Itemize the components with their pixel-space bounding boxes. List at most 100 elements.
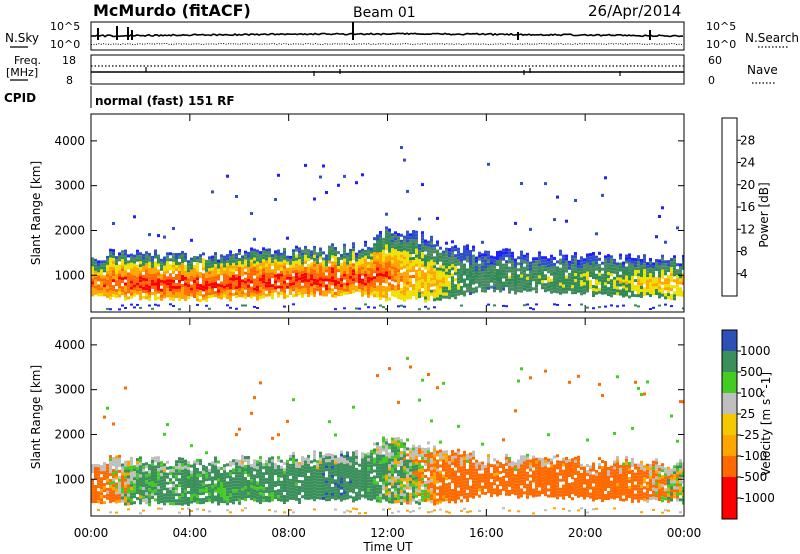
heatmap-cell (250, 411, 253, 415)
noise-left-label: N.Sky (5, 31, 39, 45)
heatmap-cell (421, 480, 424, 484)
heatmap-cell (484, 268, 487, 272)
heatmap-cell (340, 468, 343, 472)
heatmap-cell (214, 495, 217, 499)
heatmap-cell (493, 256, 496, 260)
heatmap-cell (436, 453, 439, 457)
heatmap-cell (226, 475, 229, 479)
heatmap-cell (598, 287, 601, 291)
heatmap-cell (520, 265, 523, 269)
heatmap-cell (217, 271, 220, 275)
heatmap-cell (307, 270, 310, 274)
heatmap-cell (469, 292, 472, 295)
heatmap-cell (370, 479, 373, 483)
heatmap-cell (481, 485, 484, 489)
heatmap-cell (598, 278, 601, 282)
heatmap-cell (310, 469, 313, 473)
heatmap-cell (160, 276, 163, 280)
heatmap-cell (97, 290, 100, 294)
heatmap-cell (370, 497, 373, 501)
heatmap-cell (367, 488, 370, 492)
heatmap-cell (451, 456, 454, 460)
heatmap-cell (283, 262, 286, 266)
heatmap-cell (370, 271, 373, 275)
heatmap-cell (349, 284, 352, 288)
heatmap-cell (187, 470, 190, 473)
heatmap-cell (331, 474, 334, 478)
heatmap-cell (679, 293, 682, 297)
heatmap-cell (442, 381, 445, 385)
heatmap-cell (373, 469, 376, 473)
heatmap-cell (385, 280, 388, 284)
heatmap-cell (478, 464, 481, 468)
heatmap-cell (238, 267, 241, 270)
heatmap-cell (412, 492, 415, 496)
heatmap-cell (253, 263, 256, 267)
heatmap-cell (244, 259, 247, 263)
heatmap-cell (292, 454, 295, 458)
heatmap-cell (601, 285, 604, 289)
heatmap-cell (319, 265, 322, 269)
heatmap-cell (121, 265, 124, 269)
heatmap-cell (376, 448, 379, 452)
heatmap-cell (349, 462, 352, 466)
heatmap-cell (322, 251, 325, 255)
heatmap-cell (409, 236, 412, 240)
heatmap-cell (376, 469, 379, 473)
heatmap-cell (280, 276, 283, 280)
heatmap-cell (292, 258, 295, 262)
heatmap-cell (424, 278, 427, 282)
heatmap-cell (142, 265, 145, 269)
heatmap-cell (157, 495, 160, 499)
heatmap-cell (193, 478, 196, 482)
heatmap-cell (511, 263, 514, 267)
heatmap-cell (397, 284, 400, 288)
heatmap-cell (145, 263, 148, 267)
heatmap-cell (121, 490, 124, 494)
heatmap-cell (406, 233, 409, 237)
heatmap-cell (340, 459, 343, 463)
heatmap-cell (568, 266, 571, 270)
heatmap-cell (109, 290, 112, 294)
heatmap-cell (349, 278, 352, 282)
heatmap-cell (643, 272, 646, 276)
heatmap-cell (310, 289, 313, 293)
heatmap-cell (316, 255, 319, 259)
heatmap-cell (487, 463, 490, 467)
heatmap-cell (190, 278, 193, 282)
heatmap-cell (367, 252, 370, 256)
heatmap-cell (424, 463, 427, 466)
heatmap-cell (112, 294, 115, 298)
heatmap-cell (454, 500, 457, 504)
heatmap-cell (313, 468, 316, 472)
heatmap-cell (541, 280, 544, 284)
heatmap-cell (202, 482, 205, 486)
heatmap-cell (607, 263, 610, 267)
heatmap-cell (553, 277, 556, 281)
heatmap-cell (91, 479, 94, 483)
heatmap-cell (370, 253, 373, 257)
heatmap-cell (91, 497, 94, 501)
heatmap-cell (454, 293, 457, 297)
heatmap-cell (418, 274, 421, 278)
heatmap-cell (433, 262, 436, 266)
heatmap-cell (403, 460, 406, 464)
heatmap-cell (178, 282, 181, 286)
heatmap-cell (334, 479, 337, 483)
heatmap-cell (259, 260, 262, 264)
heatmap-cell (154, 492, 157, 496)
heatmap-cell (145, 287, 148, 291)
heatmap-cell (451, 468, 454, 472)
heatmap-cell (673, 279, 676, 283)
heatmap-cell (274, 280, 277, 284)
heatmap-cell (349, 510, 352, 513)
heatmap-cell (421, 474, 424, 478)
heatmap-cell (418, 265, 421, 269)
heatmap-cell (553, 218, 556, 222)
heatmap-cell (163, 484, 166, 488)
heatmap-cell (262, 277, 265, 281)
heatmap-cell (220, 263, 223, 267)
heatmap-cell (268, 281, 271, 285)
heatmap-cell (322, 475, 325, 479)
heatmap-cell (142, 289, 145, 293)
